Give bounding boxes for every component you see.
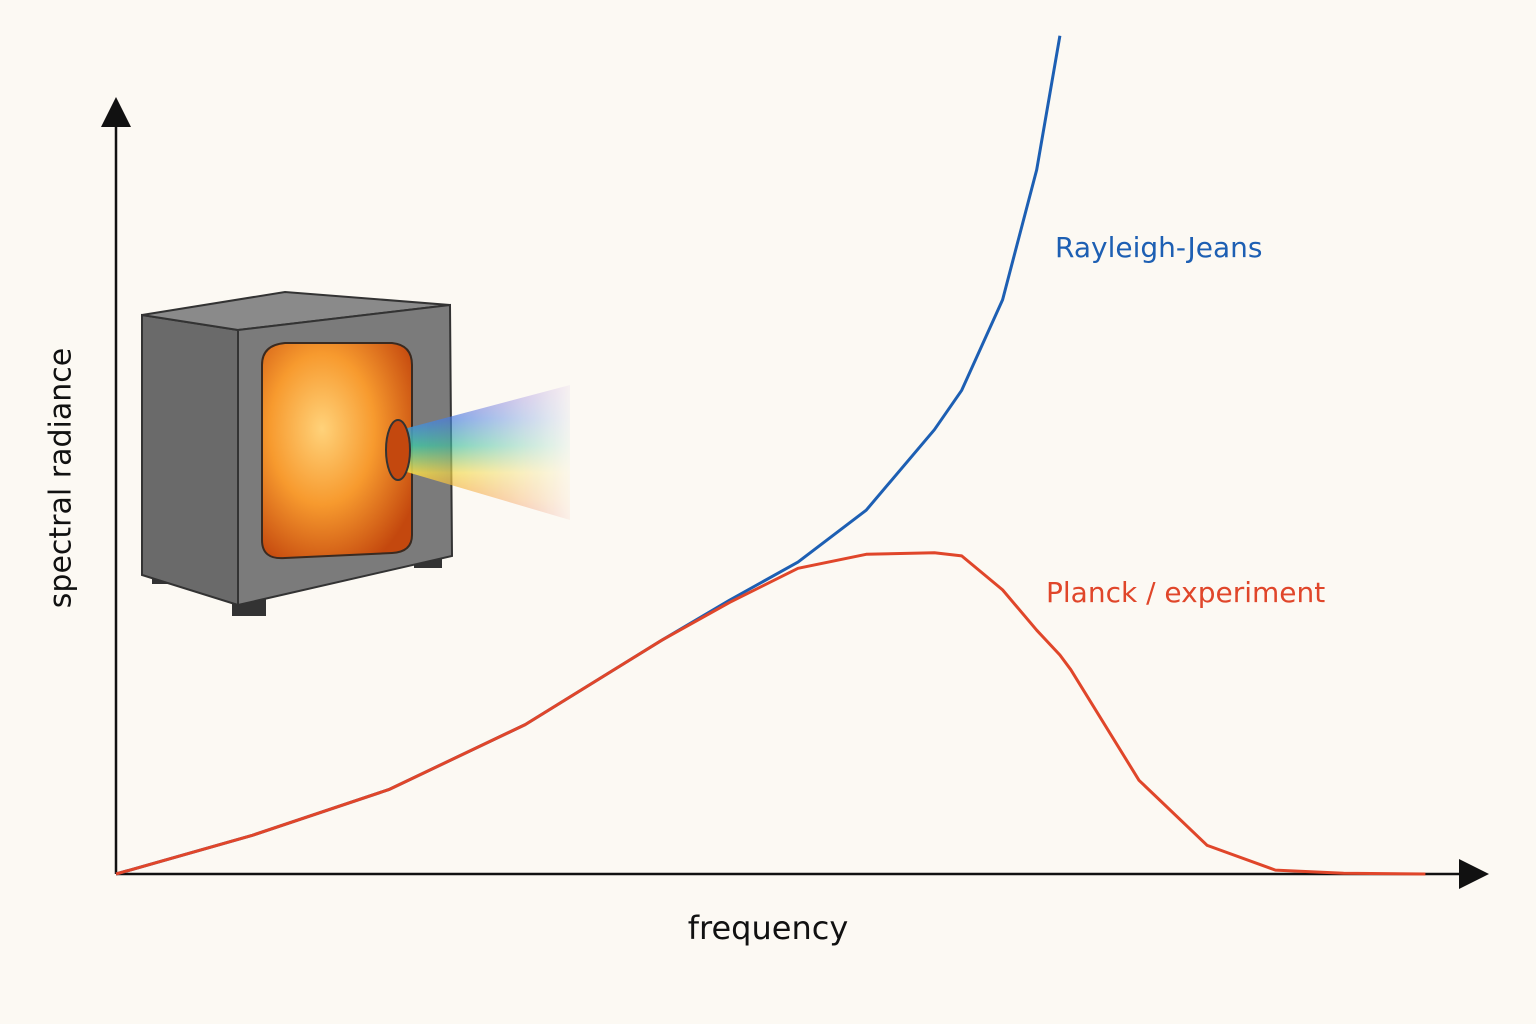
y-axis-label: spectral radiance: [44, 348, 79, 608]
illustration: [141, 290, 570, 616]
series-line: [115, 551, 1426, 876]
series-label: Rayleigh-Jeans: [1055, 231, 1263, 264]
x-axis-label: frequency: [688, 909, 849, 947]
series-label: Planck / experiment: [1046, 576, 1325, 609]
